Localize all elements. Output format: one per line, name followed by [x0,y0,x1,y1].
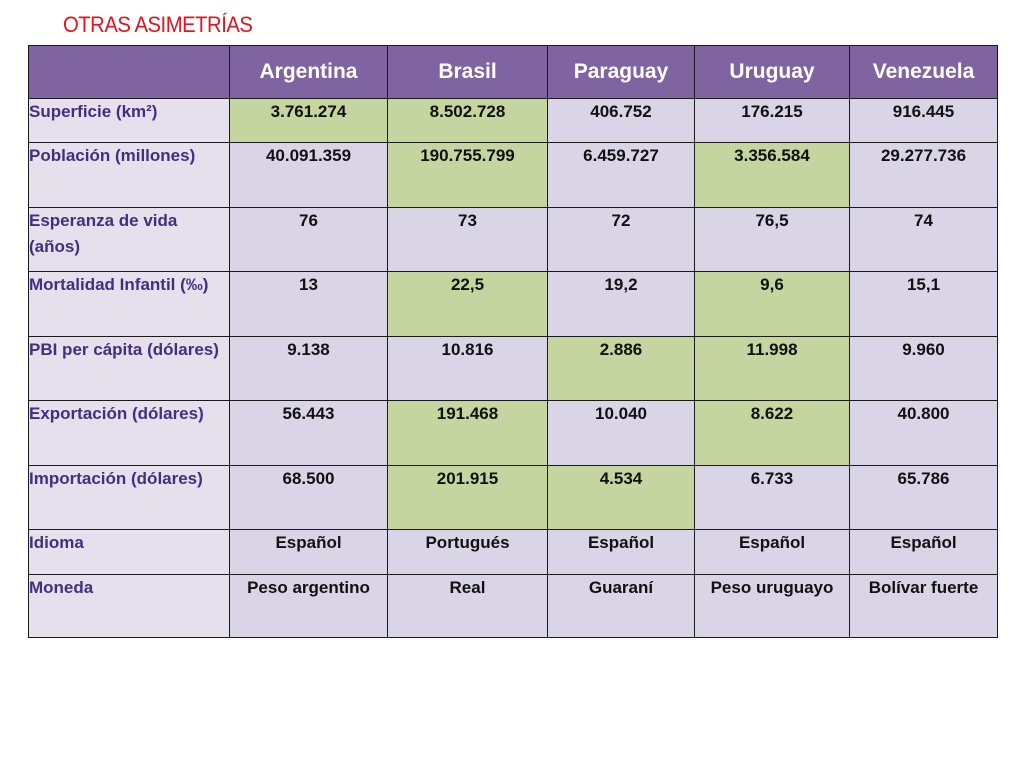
table-cell: 9.138 [229,336,388,401]
table-cell: 68.500 [229,465,388,530]
table-cell: 74 [849,207,998,272]
table-cell: 201.915 [387,465,548,530]
column-header-argentina: Argentina [229,45,388,99]
asymmetries-table: Argentina Brasil Paraguay Uruguay Venezu… [28,45,998,638]
row-label-exportacion: Exportación (dólares) [28,400,230,466]
table-row: Exportación (dólares) 56.443 191.468 10.… [28,400,998,466]
table-cell: 11.998 [694,336,850,401]
table-cell: Español [694,529,850,575]
table-cell: 8.502.728 [387,98,548,143]
table-cell: 65.786 [849,465,998,530]
table-cell: 40.800 [849,400,998,466]
column-header-uruguay: Uruguay [694,45,850,99]
table-cell: Peso argentino [229,574,388,638]
row-label-esperanza-de-vida: Esperanza de vida (años) [28,207,230,272]
table-cell: 19,2 [547,271,695,337]
table-cell: 56.443 [229,400,388,466]
table-cell: 8.622 [694,400,850,466]
table-cell: 73 [387,207,548,272]
column-header-brasil: Brasil [387,45,548,99]
table-cell: 190.755.799 [387,142,548,208]
table-cell: 406.752 [547,98,695,143]
table-cell: 2.886 [547,336,695,401]
column-header-paraguay: Paraguay [547,45,695,99]
table-cell: 76,5 [694,207,850,272]
table-cell: 13 [229,271,388,337]
row-label-importacion: Importación (dólares) [28,465,230,530]
column-header-venezuela: Venezuela [849,45,998,99]
table-cell: 191.468 [387,400,548,466]
table-cell: 10.040 [547,400,695,466]
corner-cell [28,45,230,99]
header-row: Argentina Brasil Paraguay Uruguay Venezu… [28,45,998,99]
table-cell: Español [547,529,695,575]
row-label-moneda: Moneda [28,574,230,638]
row-label-pbi-per-capita: PBI per cápita (dólares) [28,336,230,401]
table-row: PBI per cápita (dólares) 9.138 10.816 2.… [28,336,998,401]
table-cell: 72 [547,207,695,272]
table-cell: Bolívar fuerte [849,574,998,638]
table-row: Idioma Español Portugués Español Español… [28,529,998,575]
table-cell: 6.733 [694,465,850,530]
table-cell: 4.534 [547,465,695,530]
table-cell: 10.816 [387,336,548,401]
table-cell: 76 [229,207,388,272]
table-cell: Peso uruguayo [694,574,850,638]
table-cell: 3.761.274 [229,98,388,143]
table-row: Superficie (km²) 3.761.274 8.502.728 406… [28,98,998,143]
table-row: Moneda Peso argentino Real Guaraní Peso … [28,574,998,638]
table-cell: 916.445 [849,98,998,143]
table-cell: 9,6 [694,271,850,337]
row-label-idioma: Idioma [28,529,230,575]
table-cell: Portugués [387,529,548,575]
row-label-superficie: Superficie (km²) [28,98,230,143]
table-cell: Español [849,529,998,575]
table-cell: 176.215 [694,98,850,143]
table-row: Población (millones) 40.091.359 190.755.… [28,142,998,208]
table-cell: 3.356.584 [694,142,850,208]
table-cell: 29.277.736 [849,142,998,208]
table-row: Importación (dólares) 68.500 201.915 4.5… [28,465,998,530]
table-cell: Español [229,529,388,575]
table-row: Mortalidad Infantil (‰) 13 22,5 19,2 9,6… [28,271,998,337]
table-cell: 9.960 [849,336,998,401]
table-cell: 6.459.727 [547,142,695,208]
table-row: Esperanza de vida (años) 76 73 72 76,5 7… [28,207,998,272]
table-cell: 22,5 [387,271,548,337]
row-label-poblacion: Población (millones) [28,142,230,208]
table-cell: Guaraní [547,574,695,638]
table-cell: 40.091.359 [229,142,388,208]
slide-title: OTRAS ASIMETRÍAS [63,12,253,37]
table-cell: 15,1 [849,271,998,337]
table-cell: Real [387,574,548,638]
row-label-mortalidad-infantil: Mortalidad Infantil (‰) [28,271,230,337]
